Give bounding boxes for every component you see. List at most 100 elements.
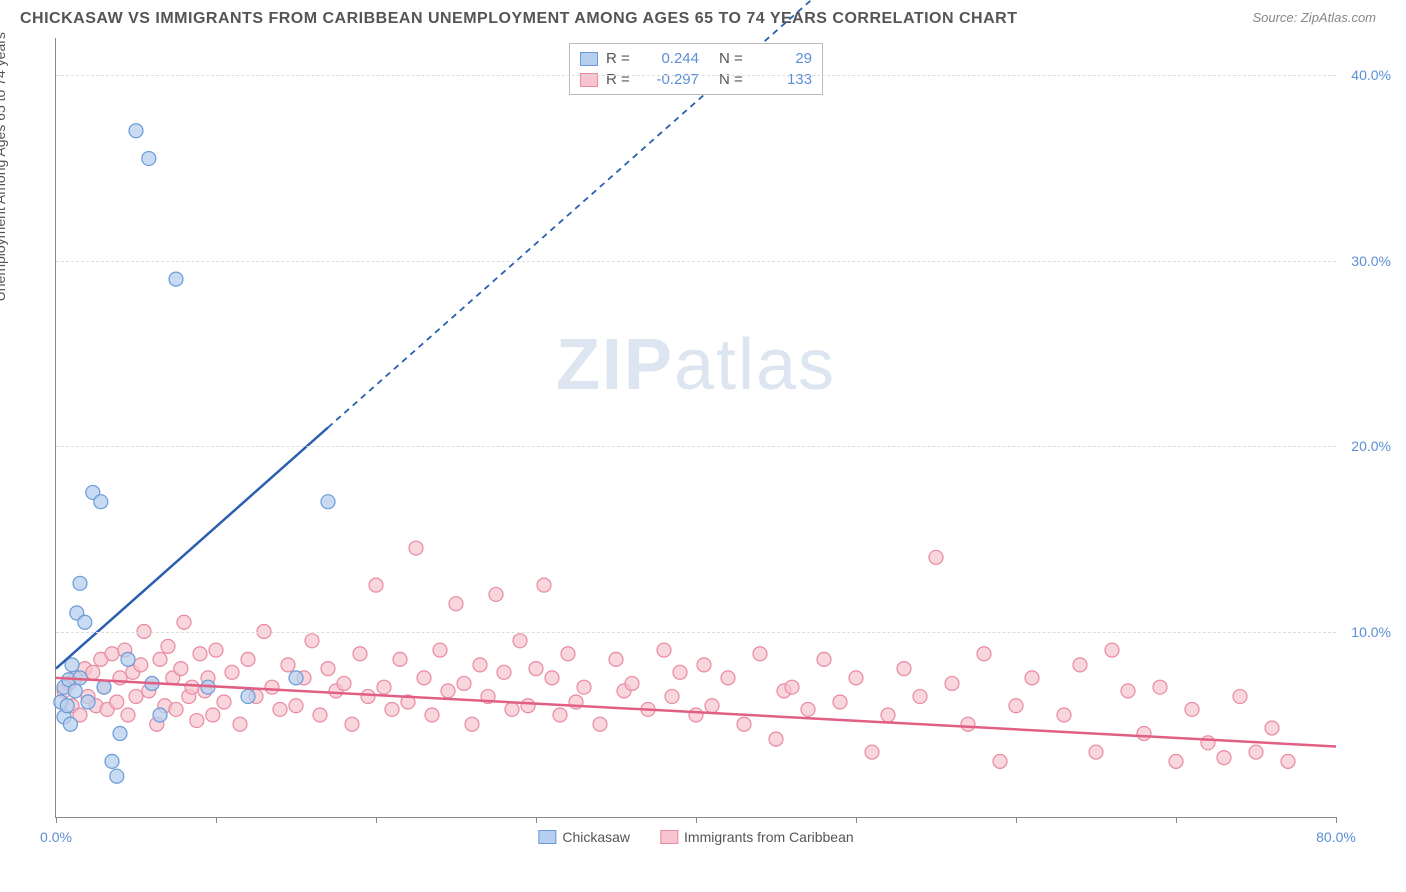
- scatter-point: [505, 702, 519, 716]
- scatter-point: [593, 717, 607, 731]
- scatter-point: [313, 708, 327, 722]
- scatter-point: [385, 702, 399, 716]
- scatter-point: [1201, 736, 1215, 750]
- scatter-point: [225, 665, 239, 679]
- legend-swatch: [538, 830, 556, 844]
- scatter-point: [801, 702, 815, 716]
- scatter-point: [513, 634, 527, 648]
- scatter-point: [241, 652, 255, 666]
- x-tick: [1016, 817, 1017, 823]
- legend-label: Chickasaw: [562, 829, 630, 845]
- scatter-point: [265, 680, 279, 694]
- scatter-point: [1217, 751, 1231, 765]
- scatter-point: [1233, 689, 1247, 703]
- scatter-point: [1265, 721, 1279, 735]
- scatter-point: [1281, 754, 1295, 768]
- scatter-point: [529, 662, 543, 676]
- scatter-point: [1057, 708, 1071, 722]
- scatter-point: [849, 671, 863, 685]
- scatter-point: [321, 662, 335, 676]
- scatter-point: [1153, 680, 1167, 694]
- x-tick: [376, 817, 377, 823]
- scatter-point: [577, 680, 591, 694]
- x-tick: [1176, 817, 1177, 823]
- scatter-point: [129, 124, 143, 138]
- scatter-point: [449, 597, 463, 611]
- legend-label: Immigrants from Caribbean: [684, 829, 854, 845]
- stats-legend-box: R =0.244N =29R =-0.297N =133: [569, 43, 823, 95]
- scatter-point: [1169, 754, 1183, 768]
- scatter-point: [305, 634, 319, 648]
- scatter-point: [993, 754, 1007, 768]
- grid-line: [56, 261, 1336, 262]
- scatter-point: [217, 695, 231, 709]
- scatter-point: [289, 671, 303, 685]
- scatter-point: [97, 680, 111, 694]
- scatter-point: [174, 662, 188, 676]
- scatter-point: [281, 658, 295, 672]
- scatter-point: [705, 699, 719, 713]
- stat-n-value: 29: [757, 50, 812, 67]
- x-tick-label: 80.0%: [1316, 829, 1356, 845]
- x-tick: [56, 817, 57, 823]
- scatter-point: [63, 717, 77, 731]
- scatter-point: [110, 695, 124, 709]
- scatter-point: [441, 684, 455, 698]
- scatter-point: [153, 708, 167, 722]
- y-tick-label: 40.0%: [1351, 67, 1391, 83]
- scatter-point: [977, 647, 991, 661]
- stat-n-label: N =: [719, 71, 749, 88]
- scatter-point: [913, 689, 927, 703]
- scatter-point: [961, 717, 975, 731]
- chart-container: Unemployment Among Ages 65 to 74 years Z…: [10, 38, 1396, 818]
- stat-r-value: 0.244: [644, 50, 699, 67]
- scatter-point: [193, 647, 207, 661]
- scatter-point: [1025, 671, 1039, 685]
- scatter-point: [697, 658, 711, 672]
- scatter-point: [209, 643, 223, 657]
- stats-row: R =0.244N =29: [580, 48, 812, 69]
- series-legend: Chickasaw Immigrants from Caribbean: [538, 829, 853, 845]
- scatter-point: [369, 578, 383, 592]
- scatter-point: [521, 699, 535, 713]
- scatter-point: [361, 689, 375, 703]
- stat-n-value: 133: [757, 71, 812, 88]
- scatter-point: [769, 732, 783, 746]
- scatter-point: [897, 662, 911, 676]
- scatter-point: [94, 495, 108, 509]
- scatter-point: [68, 684, 82, 698]
- scatter-point: [1121, 684, 1135, 698]
- grid-line: [56, 632, 1336, 633]
- legend-swatch: [660, 830, 678, 844]
- scatter-point: [105, 754, 119, 768]
- scatter-point: [881, 708, 895, 722]
- scatter-point: [337, 676, 351, 690]
- scatter-point: [129, 689, 143, 703]
- scatter-point: [289, 699, 303, 713]
- scatter-point: [785, 680, 799, 694]
- scatter-point: [561, 647, 575, 661]
- scatter-point: [185, 680, 199, 694]
- scatter-point: [86, 665, 100, 679]
- legend-item: Immigrants from Caribbean: [660, 829, 854, 845]
- scatter-point: [134, 658, 148, 672]
- scatter-point: [945, 676, 959, 690]
- scatter-point: [73, 576, 87, 590]
- scatter-point: [737, 717, 751, 731]
- scatter-point: [206, 708, 220, 722]
- scatter-point: [1105, 643, 1119, 657]
- scatter-point: [60, 699, 74, 713]
- plot-area: ZIPatlas R =0.244N =29R =-0.297N =133 Ch…: [55, 38, 1336, 818]
- scatter-point: [1185, 702, 1199, 716]
- scatter-point: [1249, 745, 1263, 759]
- y-tick-label: 20.0%: [1351, 438, 1391, 454]
- scatter-point: [81, 695, 95, 709]
- legend-swatch: [580, 52, 598, 66]
- x-tick: [216, 817, 217, 823]
- x-tick: [856, 817, 857, 823]
- grid-line: [56, 446, 1336, 447]
- scatter-point: [377, 680, 391, 694]
- source-attribution: Source: ZipAtlas.com: [1252, 10, 1376, 25]
- scatter-point: [465, 717, 479, 731]
- scatter-point: [425, 708, 439, 722]
